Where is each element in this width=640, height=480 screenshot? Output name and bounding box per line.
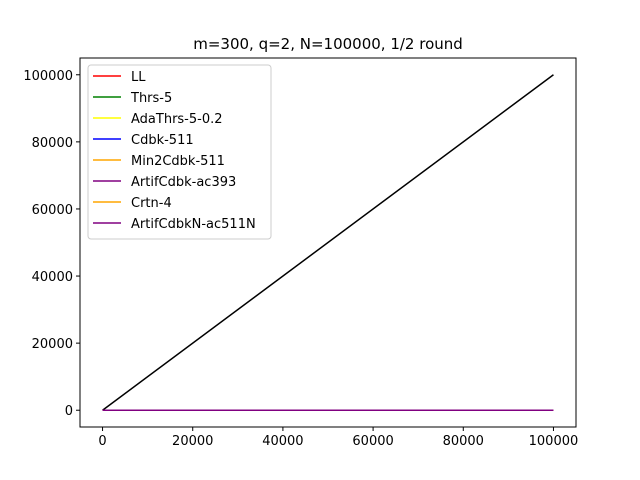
legend-entry: LL bbox=[131, 70, 146, 85]
chart-title: m=300, q=2, N=100000, 1/2 round bbox=[193, 35, 463, 53]
legend: LL Thrs-5 AdaThrs-5-0.2 Cdbk-511 Min2Cdbk-51… bbox=[87, 64, 272, 240]
x-tick-label: 20000 bbox=[172, 434, 213, 449]
legend-box bbox=[87, 64, 272, 240]
x-tick-label: 40000 bbox=[262, 434, 303, 449]
y-tick-label: 20000 bbox=[32, 337, 73, 352]
x-tick-label: 0 bbox=[98, 434, 106, 449]
legend-entry: AdaThrs-5-0.2 bbox=[131, 112, 223, 127]
legend-entry: Crtn-4 bbox=[131, 196, 172, 211]
legend-entry: Cdbk-511 bbox=[131, 133, 194, 148]
legend-entry: Thrs-5 bbox=[130, 91, 172, 106]
y-axis: 0 20000 40000 60000 80000 100000 bbox=[23, 69, 80, 419]
legend-entry: Min2Cdbk-511 bbox=[131, 154, 225, 169]
x-tick-label: 80000 bbox=[443, 434, 484, 449]
y-tick-label: 100000 bbox=[23, 69, 73, 84]
plot-frame bbox=[79, 57, 577, 428]
x-axis: 0 20000 40000 60000 80000 100000 bbox=[98, 427, 578, 449]
y-tick-label: 40000 bbox=[32, 270, 73, 285]
legend-entry: ArtifCdbkN-ac511N bbox=[131, 217, 256, 232]
reference-line bbox=[102, 74, 554, 411]
legend-entry: ArtifCdbk-ac393 bbox=[131, 175, 236, 190]
x-tick-label: 100000 bbox=[529, 434, 579, 449]
y-tick-label: 60000 bbox=[32, 203, 73, 218]
y-tick-label: 80000 bbox=[32, 136, 73, 151]
plot-lines bbox=[102, 74, 554, 411]
y-tick-label: 0 bbox=[65, 404, 73, 419]
x-tick-label: 60000 bbox=[352, 434, 393, 449]
